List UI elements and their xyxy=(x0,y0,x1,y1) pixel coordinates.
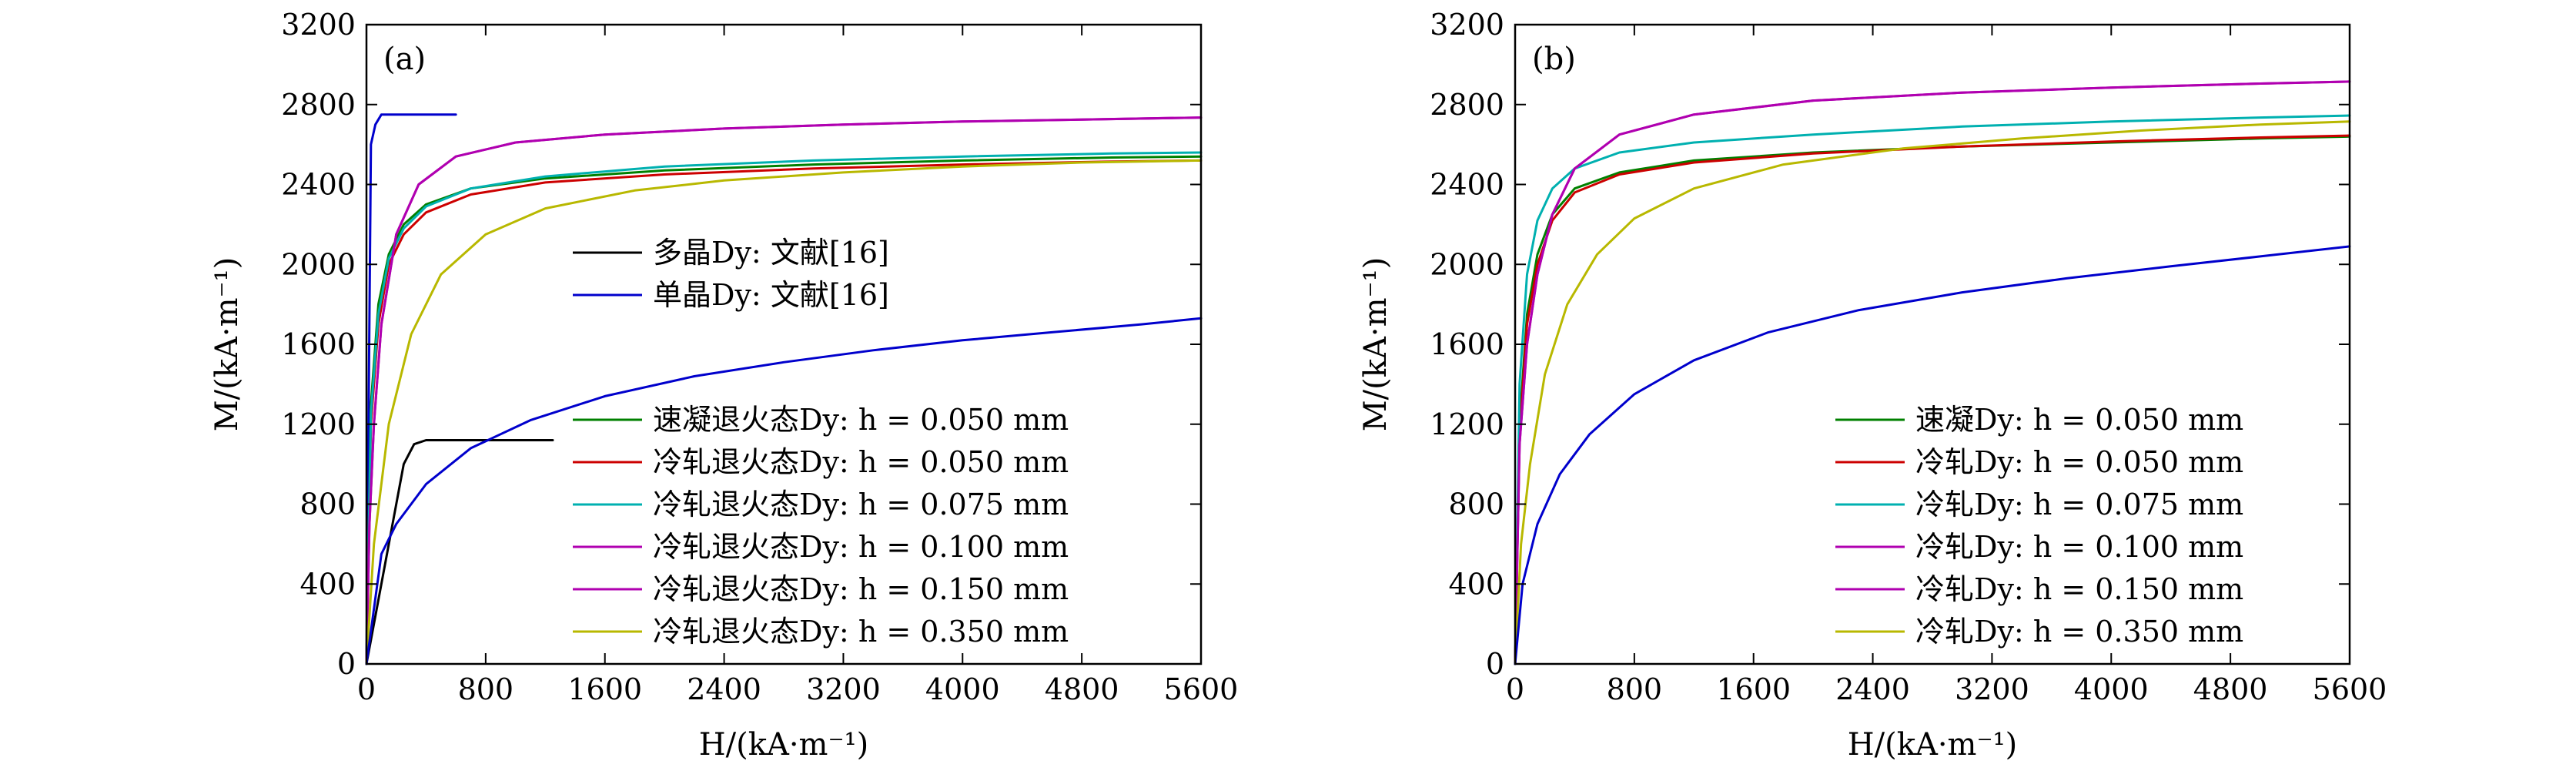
y-tick-label: 2400 xyxy=(281,168,356,202)
y-tick-label: 2400 xyxy=(1430,168,1504,202)
legend-group-lower-right: 速凝Dy: h = 0.050 mm 冷轧Dy: h = 0.050 mm 冷轧Dy… xyxy=(1835,403,2243,649)
x-tick-label: 1600 xyxy=(567,672,642,706)
x-tick-label: 2400 xyxy=(1835,672,1910,706)
plot-frame xyxy=(1514,23,2351,665)
y-axis-title: M/(kA·m⁻¹) xyxy=(1358,257,1393,432)
chart-panel-a: 0 800 1600 2400 3200 4000 4800 5600 0 400 800 1200 1… xyxy=(209,8,1238,763)
series-line-6 xyxy=(365,116,1203,665)
legend-label: 冷轧退火态Dy: h = 0.050 mm xyxy=(653,445,1069,479)
y-tick-label: 0 xyxy=(337,647,356,681)
y-tick-label: 1200 xyxy=(1430,407,1504,441)
series-line-1 xyxy=(1514,134,2351,665)
series-line-2 xyxy=(1514,114,2351,665)
series-line-5 xyxy=(1514,120,2351,665)
y-tick-label: 2000 xyxy=(281,247,356,281)
x-tick-label: 4000 xyxy=(925,672,1000,706)
legend-label: 冷轧退火态Dy: h = 0.100 mm xyxy=(653,530,1069,564)
y-tick-label: 800 xyxy=(299,488,356,521)
x-tick-label: 3200 xyxy=(1955,672,2029,706)
legend-label: 冷轧Dy: h = 0.075 mm xyxy=(1915,488,2243,521)
y-tick-label: 2000 xyxy=(1430,247,1504,281)
legend-label: 多晶Dy: 文献[16] xyxy=(653,236,889,270)
legend-label: 冷轧退火态Dy: h = 0.075 mm xyxy=(653,488,1069,521)
x-tick-label: 800 xyxy=(1607,672,1663,706)
legend-label: 冷轧退火态Dy: h = 0.350 mm xyxy=(653,615,1069,649)
y-tick-label: 2800 xyxy=(281,88,356,122)
series-line-8 xyxy=(365,317,1203,665)
y-tick-label: 2800 xyxy=(1430,88,1504,122)
legend-label: 冷轧Dy: h = 0.350 mm xyxy=(1915,615,2243,649)
x-tick-label: 3200 xyxy=(806,672,881,706)
x-tick-label: 4000 xyxy=(2074,672,2149,706)
legend-label: 速凝退火态Dy: h = 0.050 mm xyxy=(653,403,1069,437)
y-tick-label: 3200 xyxy=(281,8,356,42)
y-tick-label: 3200 xyxy=(1430,8,1504,42)
y-tick-label: 1600 xyxy=(281,327,356,361)
legend-label: 单晶Dy: 文献[16] xyxy=(653,278,889,312)
y-tick-label: 0 xyxy=(1486,647,1504,681)
x-axis-title: H/(kA·m⁻¹) xyxy=(699,727,869,763)
x-axis-title: H/(kA·m⁻¹) xyxy=(1848,727,2018,763)
x-tick-label: 4800 xyxy=(2193,672,2268,706)
x-tick-label: 5600 xyxy=(1164,672,1239,706)
x-tick-label: 2400 xyxy=(687,672,761,706)
legend-label: 速凝Dy: h = 0.050 mm xyxy=(1915,403,2243,437)
panel-label: (a) xyxy=(383,42,426,77)
series-line-4 xyxy=(1514,80,2351,665)
x-tick-label: 1600 xyxy=(1716,672,1791,706)
y-axis-title: M/(kA·m⁻¹) xyxy=(209,257,245,432)
series-line-0 xyxy=(365,439,554,665)
y-tick-label: 1600 xyxy=(1430,327,1504,361)
x-tick-label: 800 xyxy=(458,672,514,706)
panel-label: (b) xyxy=(1532,42,1576,77)
series-line-1 xyxy=(365,113,457,665)
y-tick-label: 400 xyxy=(299,567,356,601)
x-tick-label: 4800 xyxy=(1045,672,1119,706)
y-tick-label: 400 xyxy=(1448,567,1504,601)
series-line-4 xyxy=(365,151,1203,665)
series-line-6 xyxy=(1514,245,2351,665)
legend-group-lower-right: 速凝退火态Dy: h = 0.050 mm 冷轧退火态Dy: h = 0.050 … xyxy=(573,403,1069,649)
chart-panel-b: 0 800 1600 2400 3200 4000 4800 5600 0 400 800 1200 1… xyxy=(1358,8,2387,763)
y-tick-label: 1200 xyxy=(281,407,356,441)
x-tick-label: 0 xyxy=(1506,672,1524,706)
y-tick-label: 800 xyxy=(1448,488,1504,521)
legend-label: 冷轧退火态Dy: h = 0.150 mm xyxy=(653,572,1069,606)
legend-label: 冷轧Dy: h = 0.150 mm xyxy=(1915,572,2243,606)
legend-label: 冷轧Dy: h = 0.050 mm xyxy=(1915,445,2243,479)
x-tick-label: 5600 xyxy=(2313,672,2387,706)
series-line-7 xyxy=(365,159,1203,665)
x-tick-label: 0 xyxy=(357,672,376,706)
legend-label: 冷轧Dy: h = 0.100 mm xyxy=(1915,530,2243,564)
legend-group-upper-middle: 多晶Dy: 文献[16] 单晶Dy: 文献[16] xyxy=(573,236,889,312)
